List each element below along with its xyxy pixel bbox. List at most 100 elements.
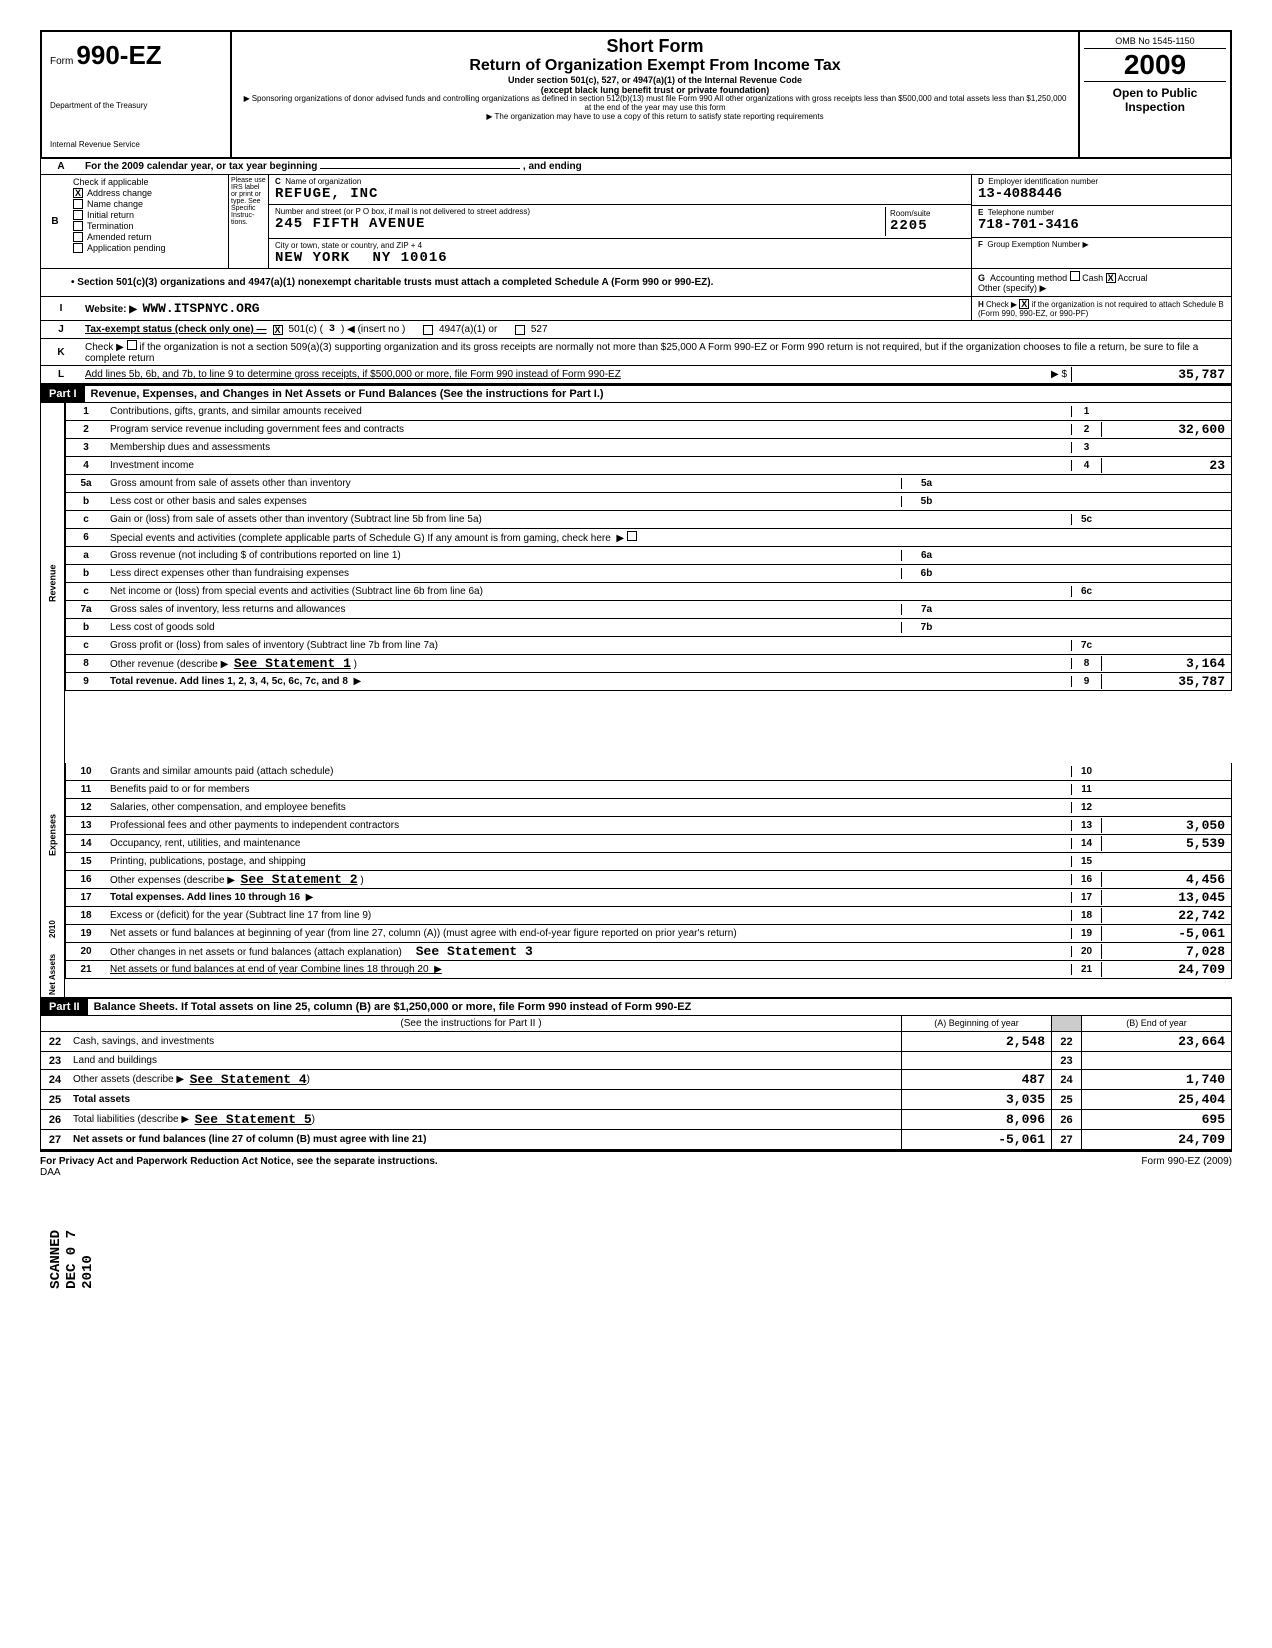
- line-text: Contributions, gifts, grants, and simila…: [106, 405, 1071, 418]
- line-19: 19 Net assets or fund balances at beginn…: [65, 925, 1232, 943]
- amt-val: 23: [1101, 458, 1231, 473]
- ein: 13-4088446: [978, 186, 1225, 202]
- city-label: City or town, state or country, and ZIP …: [275, 241, 965, 250]
- line-text: Less cost or other basis and sales expen…: [106, 495, 901, 508]
- bal-26: 26 Total liabilities (describe ▶ See Sta…: [40, 1110, 1232, 1130]
- line-num: 6: [66, 532, 106, 543]
- chk-501c[interactable]: X: [273, 325, 283, 335]
- line-5c: c Gain or (loss) from sale of assets oth…: [65, 511, 1232, 529]
- chk-initial[interactable]: [73, 210, 83, 220]
- line-7b: b Less cost of goods sold 7b: [65, 619, 1232, 637]
- part2-instr: (See the instructions for Part II ): [41, 1016, 901, 1031]
- lbl-pending: Application pending: [87, 243, 166, 253]
- bal-24: 24 Other assets (describe ▶ See Statemen…: [40, 1070, 1232, 1090]
- sub-label: 7b: [901, 622, 951, 633]
- street-label: Number and street (or P O box, if mail i…: [275, 207, 885, 216]
- line-6a: a Gross revenue (not including $ of cont…: [65, 547, 1232, 565]
- side-expenses: Expenses: [41, 763, 65, 907]
- line-a-text: For the 2009 calendar year, or tax year …: [85, 161, 317, 172]
- amt-num: 3: [1071, 442, 1101, 453]
- amt-val: 32,600: [1101, 422, 1231, 437]
- line-num: a: [66, 550, 106, 561]
- chk-4947[interactable]: [423, 325, 433, 335]
- line-17: 17 Total expenses. Add lines 10 through …: [65, 889, 1232, 907]
- amt-num: 18: [1071, 910, 1101, 921]
- line-num: 8: [66, 658, 106, 669]
- city: NEW YORK: [275, 250, 350, 266]
- col-b-header: (B) End of year: [1081, 1016, 1231, 1031]
- chk-cash[interactable]: [1070, 271, 1080, 281]
- line-num: c: [66, 586, 106, 597]
- line-7a: 7a Gross sales of inventory, less return…: [65, 601, 1232, 619]
- website: WWW.ITSPNYC.ORG: [143, 301, 260, 316]
- line-num: 12: [66, 802, 106, 813]
- line-text: Benefits paid to or for members: [106, 783, 1071, 796]
- line-k: K Check ▶ if the organization is not a s…: [40, 339, 1232, 366]
- chk-527[interactable]: [515, 325, 525, 335]
- line-3: 3 Membership dues and assessments 3: [65, 439, 1232, 457]
- form-number: 990-EZ: [76, 40, 161, 70]
- line-7c: c Gross profit or (loss) from sales of i…: [65, 637, 1232, 655]
- room: 2205: [890, 218, 961, 234]
- sub-label: 6a: [901, 550, 951, 561]
- lbl-termination: Termination: [87, 221, 134, 231]
- line-num: 18: [66, 910, 106, 921]
- line-16: 16 Other expenses (describe ▶ See Statem…: [65, 871, 1232, 889]
- lbl-accrual: Accrual: [1118, 273, 1148, 283]
- line-i: I Website: ▶ WWW.ITSPNYC.ORG H Check ▶ X…: [40, 297, 1232, 321]
- amt-num: 11: [1071, 784, 1101, 795]
- chk-amended[interactable]: [73, 232, 83, 242]
- chk-name[interactable]: [73, 199, 83, 209]
- line-text: Gain or (loss) from sale of assets other…: [106, 513, 1071, 526]
- line-num: 16: [66, 874, 106, 885]
- line-6b: b Less direct expenses other than fundra…: [65, 565, 1232, 583]
- j-527: 527: [531, 324, 548, 335]
- year-box: OMB No 1545-1150 2009 Open to Public Ins…: [1080, 32, 1230, 157]
- dept-irs: Internal Revenue Service: [50, 140, 222, 149]
- chk-accrual[interactable]: X: [1106, 273, 1116, 283]
- sub-label: 5b: [901, 496, 951, 507]
- website-label: Website: ▶: [85, 304, 137, 315]
- phone: 718-701-3416: [978, 217, 1225, 233]
- part2-label: Part II: [41, 999, 88, 1015]
- check-column: Check if applicable XAddress change Name…: [69, 175, 229, 268]
- chk-termination[interactable]: [73, 221, 83, 231]
- side-revenue: Revenue: [41, 403, 65, 763]
- letter-b: B: [41, 175, 69, 268]
- k-label: Check ▶: [85, 342, 124, 353]
- line-text: Gross profit or (loss) from sales of inv…: [106, 639, 1071, 652]
- amt-val: 22,742: [1101, 908, 1231, 923]
- lbl-cash: Cash: [1082, 273, 1103, 283]
- line-num: 4: [66, 460, 106, 471]
- lbl-name-change: Name change: [87, 199, 143, 209]
- line-num: b: [66, 496, 106, 507]
- sub-label: 6b: [901, 568, 951, 579]
- form-id-box: Form 990-EZ Department of the Treasury I…: [42, 32, 232, 157]
- line-num: 5a: [66, 478, 106, 489]
- line-num: c: [66, 514, 106, 525]
- amt-num: 14: [1071, 838, 1101, 849]
- line-j: J Tax-exempt status (check only one) — X…: [40, 321, 1232, 339]
- line-text: Other expenses (describe ▶ See Statement…: [106, 871, 1071, 888]
- chk-sched-b[interactable]: X: [1019, 299, 1029, 309]
- scanned-stamp: SCANNED DEC 0 7 2010: [48, 1230, 96, 1289]
- amt-num: 15: [1071, 856, 1101, 867]
- l-arrow: ▶ $: [1011, 369, 1071, 380]
- bal-27: 27 Net assets or fund balances (line 27 …: [40, 1130, 1232, 1150]
- line-2: 2 Program service revenue including gove…: [65, 421, 1232, 439]
- line-13: 13 Professional fees and other payments …: [65, 817, 1232, 835]
- chk-pending[interactable]: [73, 243, 83, 253]
- footer-left: For Privacy Act and Paperwork Reduction …: [40, 1156, 438, 1167]
- sec501-row: • Section 501(c)(3) organizations and 49…: [40, 269, 1232, 297]
- line-text: Excess or (deficit) for the year (Subtra…: [106, 909, 1071, 922]
- line-text: Gross amount from sale of assets other t…: [106, 477, 901, 490]
- line-6c: c Net income or (loss) from special even…: [65, 583, 1232, 601]
- line-10: 10 Grants and similar amounts paid (atta…: [65, 763, 1232, 781]
- chk-address[interactable]: X: [73, 188, 83, 198]
- amt-num: 12: [1071, 802, 1101, 813]
- line-12: 12 Salaries, other compensation, and emp…: [65, 799, 1232, 817]
- line-15: 15 Printing, publications, postage, and …: [65, 853, 1232, 871]
- part2-header: Part II Balance Sheets. If Total assets …: [40, 997, 1232, 1016]
- chk-k[interactable]: [127, 340, 137, 350]
- footer: For Privacy Act and Paperwork Reduction …: [40, 1150, 1232, 1182]
